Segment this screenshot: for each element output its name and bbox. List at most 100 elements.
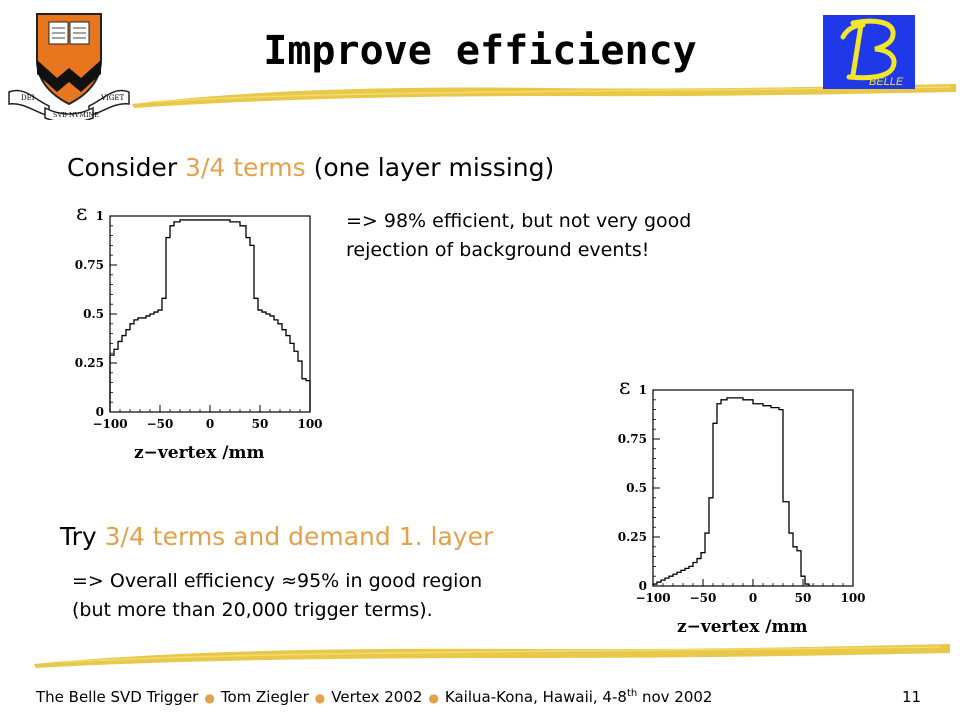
efficiency-histogram-1: −100 −50 0 50 100 0 0.25 0.5 0.75 1ε z−vertex /mm <box>75 201 323 463</box>
y-tick-label: 0.25 <box>618 530 647 544</box>
histogram-bin <box>753 404 763 586</box>
histogram-bin <box>783 502 789 586</box>
histogram-bin <box>793 547 797 586</box>
footer: The Belle SVD Trigger ● Tom Ziegler ● Vertex… <box>36 688 712 706</box>
section1-note-line2: rejection of background events! <box>346 239 650 261</box>
footer-part3: Vertex 2002 <box>331 688 423 706</box>
x-tick-label: −50 <box>690 591 717 605</box>
efficiency-histogram-2: −100 −50 0 50 100 0 0.25 0.5 0.75 1ε z−vertex /mm <box>618 375 866 637</box>
section1-heading: Consider 3/4 terms (one layer missing) <box>67 153 554 182</box>
svg-text:BELLE: BELLE <box>869 76 904 88</box>
plot-frame <box>652 389 854 587</box>
y-tick-label: 0.75 <box>75 258 104 272</box>
y-tick-label: 0 <box>639 579 647 593</box>
histogram-bin <box>743 400 753 586</box>
page-number: 11 <box>902 688 922 706</box>
histogram-bin <box>278 324 282 412</box>
section1-heading-pre: Consider <box>67 153 186 182</box>
histogram-bin <box>270 316 274 412</box>
histogram-bin <box>126 330 130 412</box>
footer-bullet-icon: ● <box>428 691 439 705</box>
section2-heading: Try 3/4 terms and demand 1. layer <box>60 522 493 551</box>
x-tick-label: −50 <box>147 417 174 431</box>
footer-bullet-icon: ● <box>314 691 326 705</box>
x-tick-label: 100 <box>840 591 865 605</box>
y-axis-label: ε <box>619 375 630 400</box>
histogram-bin <box>721 400 727 586</box>
x-tick-label: 100 <box>297 417 322 431</box>
bottom-divider-stroke <box>34 644 950 668</box>
section2-note-line2: (but more than 20,000 trigger terms). <box>72 599 433 621</box>
histogram-bin <box>158 310 162 412</box>
y-tick-label: 0.75 <box>618 432 647 446</box>
x-axis-label: z−vertex /mm <box>134 443 264 463</box>
section2-note-line1: => Overall efficiency ≈95% in good regio… <box>72 570 483 592</box>
histogram-bin <box>114 349 118 412</box>
plot-frame <box>109 215 311 413</box>
histogram-bin <box>763 406 771 586</box>
histogram-bin <box>200 220 230 412</box>
x-axis-label: z−vertex /mm <box>677 617 807 637</box>
section1-heading-accent: 3/4 terms <box>185 153 306 182</box>
footer-part2: Tom Ziegler <box>220 688 309 706</box>
histogram-bin <box>150 314 154 412</box>
histogram-bin <box>130 324 134 412</box>
x-tick-label: 0 <box>749 591 757 605</box>
top-divider-stroke <box>132 84 956 108</box>
x-tick-label: −100 <box>92 417 127 431</box>
section1-note: => 98% efficient, but not very good reje… <box>346 207 691 265</box>
x-tick-label: 50 <box>252 417 269 431</box>
y-tick-label: 1 <box>96 209 104 223</box>
histogram-bin <box>170 226 174 412</box>
histogram-bin <box>162 298 166 412</box>
svg-text:VIGET: VIGET <box>100 94 125 102</box>
svg-text:SVB NVMINE: SVB NVMINE <box>53 111 99 119</box>
histogram-bin <box>689 566 693 586</box>
belle-logo: BELLE <box>823 15 915 89</box>
section1-heading-post: (one layer missing) <box>305 153 555 182</box>
svg-text:DEI: DEI <box>21 94 35 102</box>
histogram-bin <box>180 220 200 412</box>
x-tick-label: 0 <box>206 417 214 431</box>
histogram-bin <box>134 320 138 412</box>
histogram-bin <box>142 318 146 412</box>
histogram-bin <box>771 408 779 586</box>
histogram-bin <box>146 316 150 412</box>
histogram-outline <box>109 219 311 412</box>
histogram-bin <box>240 226 246 412</box>
histogram-bin <box>286 336 290 412</box>
histogram-bin <box>717 404 721 586</box>
histogram-bin <box>246 238 250 412</box>
y-tick-label: 1 <box>639 383 647 397</box>
histogram-bin <box>122 336 126 412</box>
histogram-bin <box>154 312 158 412</box>
footer-part1: The Belle SVD Trigger <box>36 688 199 706</box>
y-tick-label: 0.5 <box>83 307 104 321</box>
section2-heading-pre: Try <box>60 522 105 551</box>
section2-note: => Overall efficiency ≈95% in good regio… <box>72 567 482 625</box>
y-tick-label: 0.25 <box>75 356 104 370</box>
y-axis-label: ε <box>76 201 87 226</box>
histogram-outline <box>652 397 810 586</box>
section2-heading-accent: 3/4 terms and demand 1. layer <box>104 522 494 551</box>
university-shield-logo: DEI SVB NVMINE VIGET <box>8 13 130 120</box>
y-tick-label: 0 <box>96 405 104 419</box>
x-tick-label: 50 <box>795 591 812 605</box>
footer-part4: Kailua-Kona, Hawaii, 4-8th nov 2002 <box>444 688 713 706</box>
histogram-bin <box>266 314 270 412</box>
y-tick-label: 0.5 <box>626 481 647 495</box>
histogram-bin <box>258 310 262 412</box>
section1-note-line1: => 98% efficient, but not very good <box>346 210 692 232</box>
histogram-bin <box>290 343 294 412</box>
footer-bullet-icon: ● <box>204 691 215 705</box>
page-title: Improve efficiency <box>263 28 697 74</box>
histogram-bin <box>254 298 258 412</box>
histogram-bin <box>282 330 286 412</box>
histogram-bin <box>685 568 689 586</box>
x-tick-label: −100 <box>635 591 670 605</box>
histogram-bin <box>262 312 266 412</box>
histogram-bin <box>138 318 142 412</box>
histogram-bin <box>174 222 180 412</box>
histogram-bin <box>302 379 306 412</box>
histogram-bin <box>230 222 240 412</box>
